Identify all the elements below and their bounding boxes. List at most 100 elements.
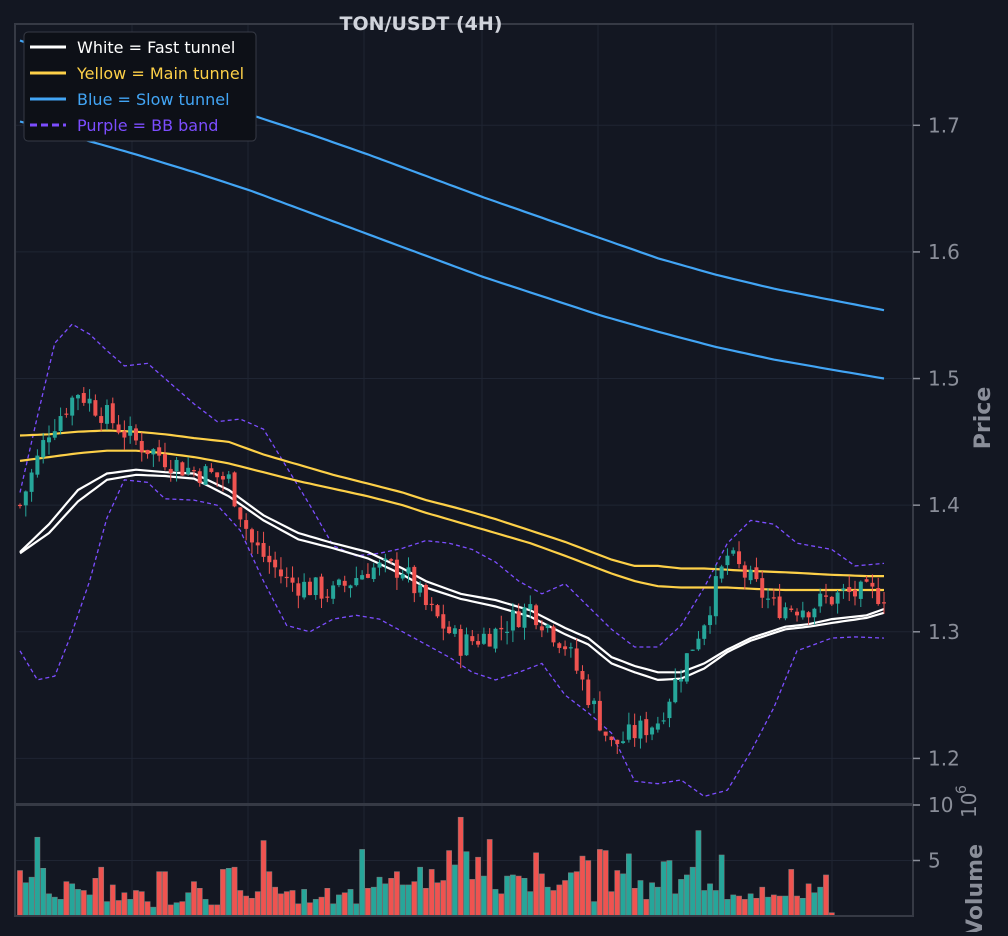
volume-bar: [660, 861, 667, 917]
volume-bar: [318, 896, 325, 917]
candle-body: [615, 739, 620, 745]
candle-body: [249, 529, 254, 543]
candle: [597, 691, 602, 732]
candle: [719, 564, 724, 583]
volume-bar: [823, 874, 829, 917]
volume-bar: [539, 873, 545, 917]
volume-bar: [544, 886, 551, 917]
candle-body: [789, 608, 794, 611]
candle-body: [278, 569, 283, 577]
candle-body: [75, 394, 80, 399]
volume-bar: [712, 890, 719, 917]
candle-body: [667, 701, 672, 719]
candle: [435, 604, 440, 619]
candle: [64, 407, 69, 418]
volume-bar: [747, 893, 754, 917]
candle: [748, 565, 753, 585]
candle-body: [29, 472, 34, 492]
candle: [394, 552, 399, 590]
candle: [191, 466, 196, 477]
candle: [795, 608, 800, 622]
candle-body: [93, 400, 98, 416]
candle: [771, 588, 776, 606]
candle: [592, 698, 597, 714]
candlesticks: [18, 387, 886, 754]
candle-body: [360, 575, 365, 580]
volume-bar: [34, 836, 41, 917]
candle: [290, 566, 295, 592]
volume-bar: [423, 888, 429, 917]
price-tick-label-4: 1.6: [928, 240, 960, 264]
volume-bar: [51, 896, 58, 917]
candle: [226, 470, 231, 484]
candle-body: [365, 573, 370, 578]
candle-body: [18, 504, 22, 507]
volume-bar: [63, 881, 70, 917]
price-axis-ticks: 1.2 1.3 1.4 1.5 1.6 1.7: [913, 113, 960, 770]
candle: [423, 583, 428, 610]
candle-body: [232, 472, 237, 507]
legend-label-slow: Blue = Slow tunnel: [77, 90, 230, 109]
volume-bar: [370, 886, 377, 917]
candle: [522, 603, 527, 640]
price-axis-label: Price: [971, 387, 996, 449]
candle-body: [23, 491, 28, 506]
volume-bar: [591, 901, 597, 917]
volume-bar: [788, 869, 795, 917]
candle: [186, 457, 191, 476]
candle-body: [162, 454, 167, 468]
candle-body: [180, 462, 185, 476]
volume-bar: [266, 871, 273, 917]
candle-body: [528, 604, 533, 610]
candle: [568, 642, 573, 658]
candle: [505, 621, 510, 645]
candle: [174, 457, 179, 482]
volume-bar: [463, 851, 470, 917]
candle-body: [603, 731, 608, 736]
candle-body: [719, 566, 724, 579]
candle-body: [673, 679, 678, 703]
candle-body: [800, 610, 805, 618]
candle-body: [307, 581, 312, 596]
candle: [406, 557, 411, 583]
volume-bar: [173, 902, 180, 917]
overlay-bb-upper: [19, 323, 885, 648]
candle: [46, 425, 51, 455]
volume-bar: [22, 882, 29, 917]
volume-bar: [179, 901, 186, 917]
volume-bar: [411, 881, 418, 917]
candle-body: [824, 595, 829, 597]
volume-bar: [649, 882, 655, 917]
candle: [365, 563, 370, 579]
candle-body: [725, 555, 730, 566]
volume-unit-exponent: 6: [954, 785, 970, 794]
candle: [574, 638, 579, 674]
candle: [70, 395, 75, 426]
candle-body: [551, 626, 556, 643]
candle: [41, 432, 46, 464]
volume-bar: [695, 830, 702, 917]
candle: [499, 615, 504, 641]
volume-bar: [202, 899, 209, 917]
price-tick-label-1: 1.3: [928, 620, 960, 644]
volume-bar: [365, 888, 371, 917]
candle-body: [412, 566, 417, 594]
candle: [777, 583, 782, 620]
volume-bar: [573, 871, 580, 917]
volume-tick-label-0: 5: [928, 849, 941, 873]
overlay-slow-lower: [19, 120, 885, 380]
volume-bar: [817, 886, 824, 917]
candle-body: [52, 431, 57, 438]
volume-bar: [486, 839, 493, 917]
volume-bar: [289, 890, 296, 917]
candle-body: [377, 562, 382, 568]
volume-bar: [683, 874, 690, 917]
candle-body: [244, 520, 249, 529]
volume-bar: [608, 891, 615, 917]
candle-body: [638, 720, 643, 739]
candle-body: [621, 741, 626, 744]
candle: [841, 583, 846, 599]
candle: [644, 711, 649, 743]
volume-unit-label: 10 6: [954, 785, 981, 818]
volume-bar: [759, 886, 766, 917]
